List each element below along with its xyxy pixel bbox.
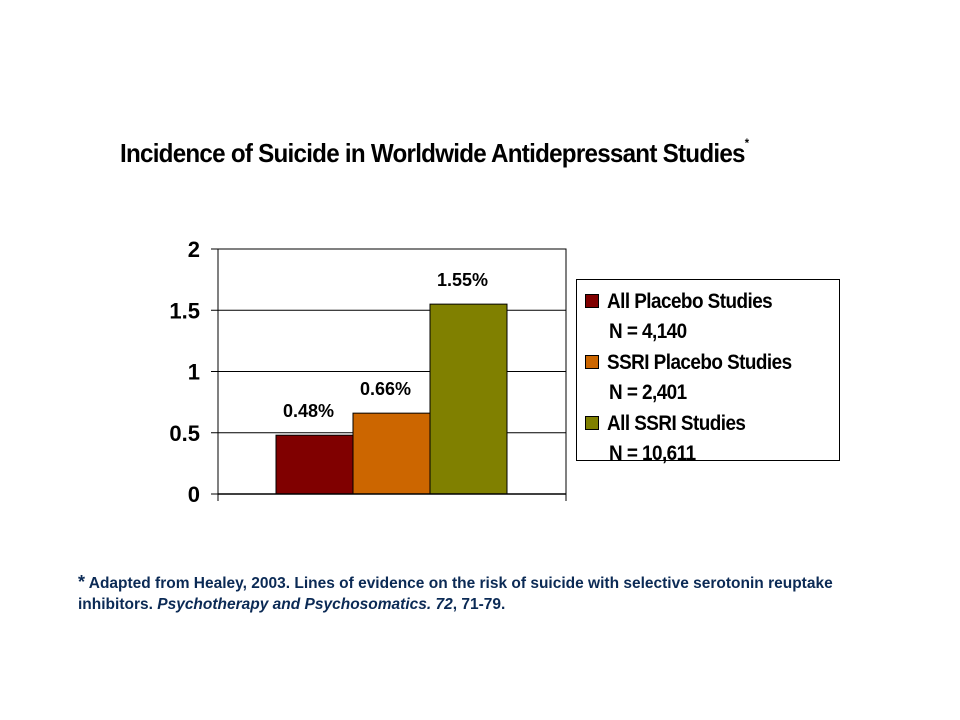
legend-n-ssri-placebo: N = 2,401 [609,381,687,405]
y-tick-label: 0 [188,482,200,507]
footnote-marker: * [78,572,85,592]
legend-label-all-placebo: All Placebo Studies [607,290,772,314]
legend-label-all-ssri: All SSRI Studies [607,412,745,436]
footnote-journal: Psychotherapy and Psychosomatics. 72 [157,596,452,613]
y-tick-label: 1.5 [169,298,200,323]
y-tick-label: 0.5 [169,421,200,446]
y-tick-label: 1 [188,360,200,385]
bar [353,413,430,494]
legend-n-all-placebo: N = 4,140 [609,320,687,344]
legend-swatch-all-ssri [585,416,599,430]
legend-n-all-ssri: N = 10,611 [609,442,696,466]
footnote-pages: , 71-79. [453,596,506,613]
bar-data-label: 0.66% [360,379,411,399]
bar-data-label: 1.55% [437,270,488,290]
bar [276,435,353,494]
bar-data-label: 0.48% [283,401,334,421]
bar [430,304,507,494]
footnote: * Adapted from Healey, 2003. Lines of ev… [78,572,858,615]
y-tick-label: 2 [188,237,200,262]
legend-swatch-all-placebo [585,294,599,308]
legend-label-ssri-placebo: SSRI Placebo Studies [607,351,792,375]
chart-legend: All Placebo Studies N = 4,140 SSRI Place… [576,279,840,461]
legend-swatch-ssri-placebo [585,355,599,369]
